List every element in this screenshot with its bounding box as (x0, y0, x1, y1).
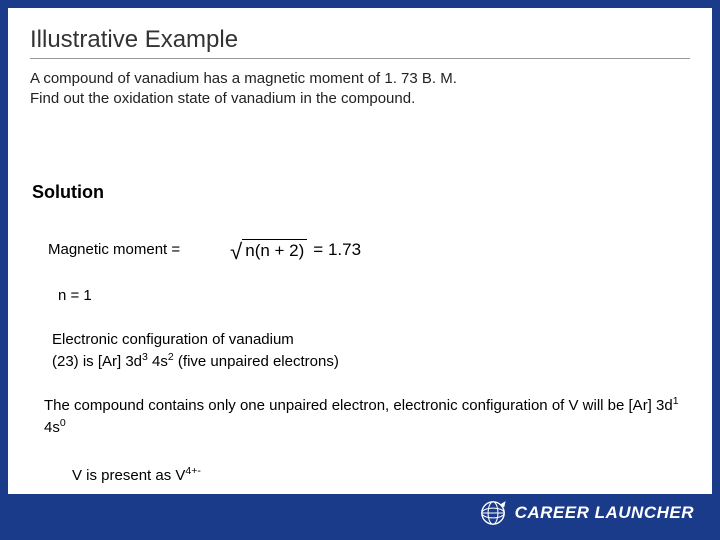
econf-line-2a: (23) is [Ar] 3d (52, 353, 142, 370)
formula-equals: = 1.73 (313, 240, 361, 260)
sqrt-radicand: n(n + 2) (242, 239, 307, 261)
compound-sup-1: 1 (673, 395, 679, 407)
solution-heading: Solution (32, 182, 690, 203)
compound-sup-2: 0 (60, 417, 66, 429)
conclusion: V is present as V4+- (72, 465, 690, 484)
problem-line-2: Find out the oxidation state of vanadium… (30, 90, 415, 107)
n-result: n = 1 (58, 287, 690, 304)
globe-icon (479, 499, 507, 527)
slide-border: Illustrative Example A compound of vanad… (0, 0, 720, 540)
conclusion-sup: 4+- (185, 465, 200, 477)
sqrt-expression: √ n(n + 2) (230, 239, 307, 261)
problem-statement: A compound of vanadium has a magnetic mo… (30, 69, 690, 110)
magnetic-moment-label: Magnetic moment = (48, 241, 180, 258)
formula: √ n(n + 2) = 1.73 (230, 239, 361, 261)
title-divider (30, 58, 690, 59)
compound-part-a: The compound contains only one unpaired … (44, 397, 673, 414)
problem-line-1: A compound of vanadium has a magnetic mo… (30, 70, 457, 87)
compound-statement: The compound contains only one unpaired … (44, 394, 690, 439)
brand-name: CAREER LAUNCHER (515, 503, 694, 523)
slide-content: Illustrative Example A compound of vanad… (8, 8, 712, 532)
econf-line-1: Electronic configuration of vanadium (52, 331, 294, 348)
electronic-configuration: Electronic configuration of vanadium (23… (52, 330, 690, 373)
econf-line-2c: (five unpaired electrons) (174, 353, 339, 370)
slide-title: Illustrative Example (30, 26, 690, 54)
sqrt-sign: √ (230, 241, 242, 263)
brand-logo: CAREER LAUNCHER (479, 499, 694, 527)
econf-line-2b: 4s (148, 353, 168, 370)
conclusion-text: V is present as V (72, 467, 185, 484)
compound-part-b: 4s (44, 419, 60, 436)
footer: CAREER LAUNCHER (8, 494, 712, 532)
magnetic-moment-row: Magnetic moment = √ n(n + 2) = 1.73 (48, 239, 690, 261)
